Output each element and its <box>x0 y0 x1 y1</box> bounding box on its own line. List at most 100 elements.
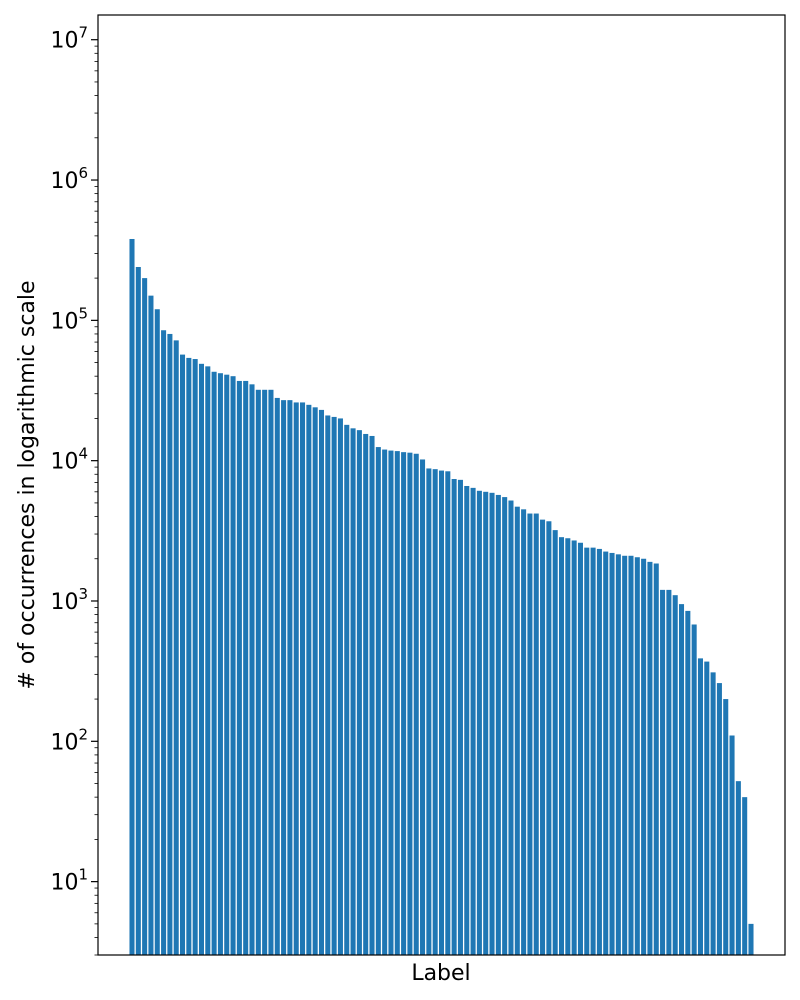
bar <box>148 295 154 955</box>
bar <box>401 452 407 955</box>
bar <box>363 433 369 956</box>
bar <box>521 509 527 955</box>
bar <box>293 402 299 955</box>
bar <box>394 451 400 955</box>
bar <box>388 450 394 955</box>
y-tick-label: 107 <box>50 24 88 54</box>
bar <box>186 357 192 955</box>
bar <box>552 530 558 955</box>
bar <box>432 469 438 955</box>
bar <box>641 558 647 955</box>
bar <box>344 424 350 956</box>
bar <box>457 479 463 955</box>
bar <box>742 797 748 955</box>
bar <box>255 389 261 955</box>
bar <box>287 400 293 955</box>
bar <box>350 428 356 956</box>
bar <box>502 497 508 955</box>
bar <box>318 409 325 955</box>
bar <box>129 238 135 956</box>
bar <box>622 555 628 955</box>
bar <box>426 468 432 955</box>
bar <box>723 699 729 955</box>
bar <box>634 557 640 955</box>
bar <box>697 658 703 955</box>
y-tick-label: 106 <box>50 164 88 194</box>
bar <box>584 547 590 955</box>
bar <box>356 430 362 955</box>
bar <box>691 624 697 955</box>
bar <box>533 513 539 955</box>
y-tick-label: 102 <box>50 725 88 755</box>
bar <box>660 589 666 955</box>
bar <box>540 519 546 955</box>
bar <box>445 471 451 955</box>
y-tick-label: 101 <box>50 866 88 896</box>
bar <box>300 402 306 955</box>
bar <box>306 404 312 956</box>
y-tick-label: 104 <box>50 445 88 475</box>
bar <box>230 376 236 955</box>
bar <box>161 330 167 955</box>
bar <box>180 354 186 956</box>
bar <box>192 359 198 955</box>
bar <box>704 661 710 955</box>
y-axis-ticks: 101 102 103 104 105 106 107 <box>50 24 98 956</box>
bar <box>243 380 249 955</box>
bar <box>438 470 445 955</box>
bar <box>628 555 634 955</box>
bar <box>211 371 217 955</box>
bar <box>268 389 274 955</box>
bar <box>577 542 583 955</box>
bar <box>205 366 211 955</box>
x-axis-label: Label <box>411 961 470 986</box>
bar <box>325 415 331 956</box>
bar <box>710 672 716 955</box>
bar <box>666 589 672 955</box>
bar <box>375 447 381 955</box>
bar <box>167 333 173 955</box>
bar <box>274 397 280 955</box>
bar <box>413 453 419 955</box>
y-tick-label: 105 <box>50 304 88 334</box>
bar <box>615 554 621 955</box>
bar <box>407 452 413 955</box>
bar <box>476 490 482 955</box>
bar <box>596 548 602 955</box>
bar <box>514 506 520 955</box>
bar <box>337 418 343 955</box>
bar <box>729 735 735 955</box>
bar <box>678 604 685 955</box>
bar <box>470 487 476 955</box>
bar <box>527 513 533 955</box>
bar <box>716 683 722 955</box>
bar <box>508 500 514 955</box>
bar <box>647 561 653 955</box>
bar <box>546 521 552 955</box>
bar <box>565 538 571 955</box>
bar <box>198 363 204 955</box>
bar <box>735 781 741 955</box>
bar <box>495 494 501 955</box>
bar <box>451 479 457 955</box>
bar <box>154 309 160 955</box>
bar <box>590 547 596 955</box>
bar <box>331 416 337 955</box>
bar <box>685 610 691 955</box>
bar <box>748 923 754 955</box>
bar <box>571 540 577 955</box>
bar <box>489 492 495 955</box>
y-axis-label: # of occurrences in logarithmic scale <box>15 280 40 689</box>
bar <box>603 551 609 955</box>
bar <box>558 537 565 955</box>
bar <box>262 389 268 955</box>
bar <box>173 340 179 955</box>
bar <box>420 459 426 955</box>
bar <box>483 491 489 955</box>
bar <box>312 407 318 955</box>
bar <box>672 595 678 955</box>
bar <box>464 485 470 955</box>
plot-frame <box>97 14 786 956</box>
bar <box>369 435 375 956</box>
y-tick-label: 103 <box>50 585 88 615</box>
